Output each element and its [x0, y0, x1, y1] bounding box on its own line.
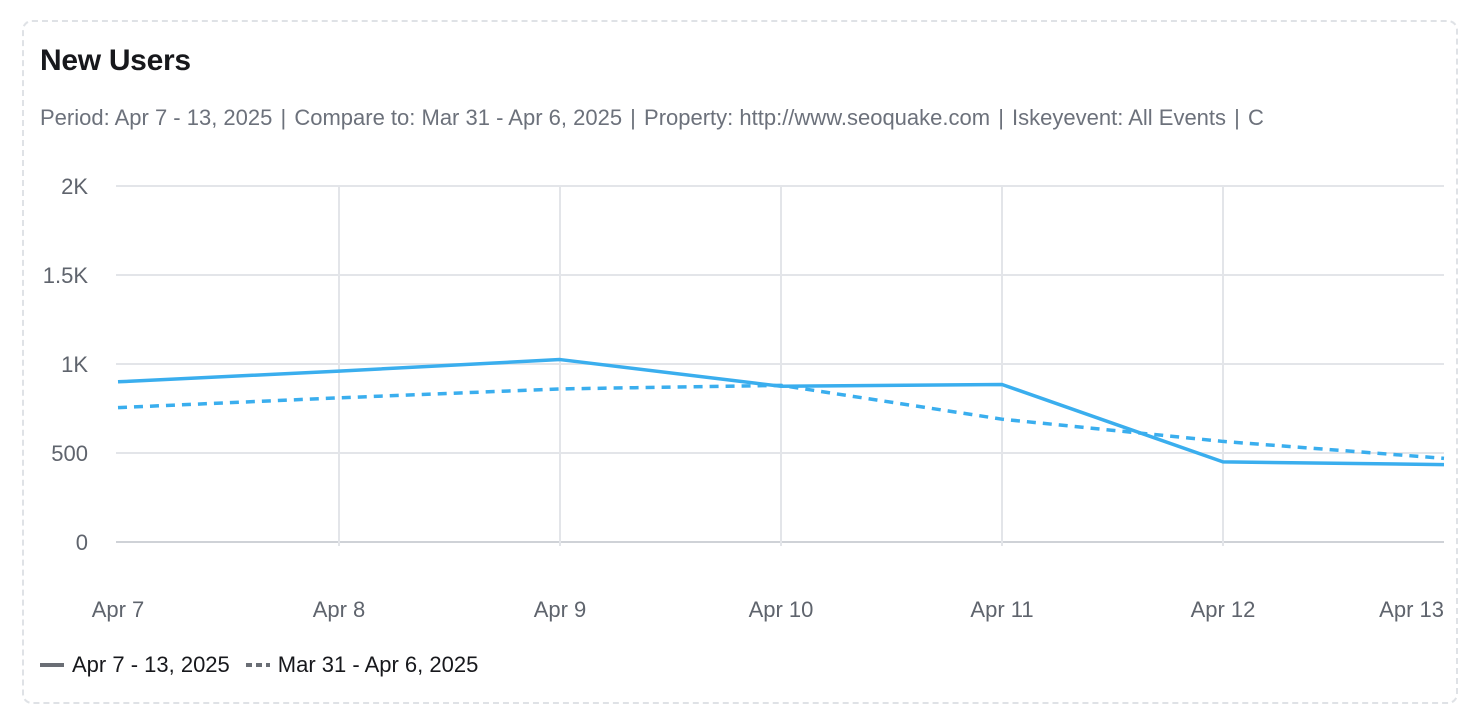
new-users-widget: New Users Period: Apr 7 - 13, 2025 | Com… — [22, 20, 1458, 704]
x-tick-label: Apr 13 — [1379, 597, 1444, 622]
widget-filters: Period: Apr 7 - 13, 2025 | Compare to: M… — [40, 105, 1443, 131]
line-chart: 0 500 1K 1.5K 2K Apr 7 Apr 8 Apr 9 Apr 10 Apr 11… — [43, 174, 1445, 622]
y-tick-label: 1.5K — [43, 263, 89, 288]
x-tick-label: Apr 12 — [1191, 597, 1256, 622]
legend-label-current: Apr 7 - 13, 2025 — [72, 652, 230, 677]
y-tick-label: 1K — [61, 352, 88, 377]
legend-item-compare[interactable]: Mar 31 - Apr 6, 2025 — [245, 652, 479, 678]
chart-legend: Apr 7 - 13, 2025 Mar 31 - Apr 6, 2025 — [40, 652, 494, 678]
x-tick-label: Apr 7 — [92, 597, 145, 622]
series-layer — [117, 357, 1445, 467]
filter-property: Property: http://www.seoquake.com — [644, 105, 991, 130]
x-tick-label: Apr 11 — [970, 597, 1033, 622]
filter-separator: | — [274, 105, 293, 130]
filter-truncated: C — [1247, 105, 1264, 130]
legend-label-compare: Mar 31 - Apr 6, 2025 — [277, 652, 479, 677]
y-axis-ticks: 0 500 1K 1.5K 2K — [43, 174, 89, 555]
y-tick-label: 500 — [51, 441, 88, 466]
x-tick-label: Apr 8 — [313, 597, 366, 622]
legend-swatch-solid — [40, 663, 64, 667]
y-tick-label: 2K — [61, 174, 88, 199]
y-tick-label: 0 — [76, 530, 88, 555]
series-line-compare[interactable] — [117, 383, 1445, 461]
grid-lines — [116, 185, 1444, 546]
widget-title: New Users — [40, 44, 191, 77]
filter-period: Period: Apr 7 - 13, 2025 — [40, 105, 273, 130]
legend-item-current[interactable]: Apr 7 - 13, 2025 — [40, 652, 230, 678]
filter-separator: | — [992, 105, 1011, 130]
x-axis-ticks: Apr 7 Apr 8 Apr 9 Apr 10 Apr 11 Apr 12 Apr 13 — [92, 597, 1444, 622]
filter-separator: | — [624, 105, 643, 130]
filter-separator: | — [1228, 105, 1246, 130]
x-tick-label: Apr 10 — [749, 597, 814, 622]
filter-compare: Compare to: Mar 31 - Apr 6, 2025 — [294, 105, 623, 130]
legend-swatch-dashed — [245, 663, 270, 667]
x-tick-label: Apr 9 — [534, 597, 587, 622]
filter-iskeyevent: Iskeyevent: All Events — [1012, 105, 1227, 130]
